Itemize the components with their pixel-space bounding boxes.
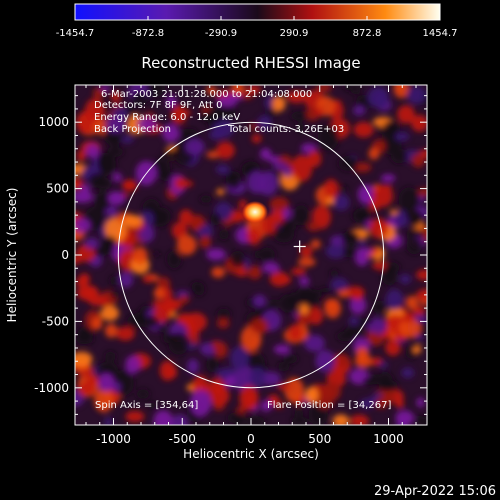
axis-tick-labels: -1000 -500 0 500 1000 1000 500 0 -500 -1000	[34, 115, 404, 446]
annotation-detectors: Detectors: 7F 8F 9F, Att 0	[94, 100, 222, 111]
footer-date: 29-Apr-2022 15:06	[374, 484, 496, 499]
solar-limb-circle	[117, 121, 385, 389]
x-tick-label: 1000	[373, 432, 404, 446]
y-tick-label: 1000	[38, 115, 69, 129]
y-axis-label: Heliocentric Y (arcsec)	[5, 188, 19, 323]
axis-ticks	[75, 85, 427, 425]
annotation-time-range: 6-Mar-2003 21:01:28.000 to 21:04:08.000	[101, 89, 312, 100]
colorbar-tick-label: -290.9	[205, 28, 237, 39]
colorbar-tick-label: -872.8	[132, 28, 164, 39]
x-axis-label: Heliocentric X (arcsec)	[183, 447, 319, 461]
x-tick-label: -500	[169, 432, 196, 446]
annotation-flare-position: Flare Position = [34,267]	[267, 400, 391, 411]
colorbar-ticks: -1454.7 -872.8 -290.9 290.9 872.8 1454.7	[56, 16, 458, 39]
annotation-counts: Total counts: 3.26E+03	[227, 124, 344, 135]
y-tick-label: -1000	[34, 381, 69, 395]
colorbar-tick-label: -1454.7	[56, 28, 95, 39]
annotation-energy: Energy Range: 6.0 - 12.0 keV	[94, 112, 240, 123]
y-tick-label: 500	[46, 182, 69, 196]
reconstructed-image	[75, 85, 427, 425]
colorbar	[74, 3, 441, 21]
y-tick-label: 0	[61, 248, 69, 262]
x-tick-label: 0	[247, 432, 255, 446]
spin-axis-marker	[293, 240, 306, 253]
x-tick-label: -1000	[96, 432, 131, 446]
y-tick-label: -500	[42, 314, 69, 328]
flare-hotspot	[242, 201, 268, 223]
colorbar-tick-label: 1454.7	[423, 28, 458, 39]
colorbar-tick-label: 872.8	[353, 28, 382, 39]
x-tick-label: 500	[308, 432, 331, 446]
annotation-method: Back Projection	[94, 124, 171, 135]
figure-title: Reconstructed RHESSI Image	[141, 54, 360, 72]
annotation-spin-axis: Spin Axis = [354,64]	[95, 400, 198, 411]
colorbar-tick-label: 290.9	[280, 28, 309, 39]
